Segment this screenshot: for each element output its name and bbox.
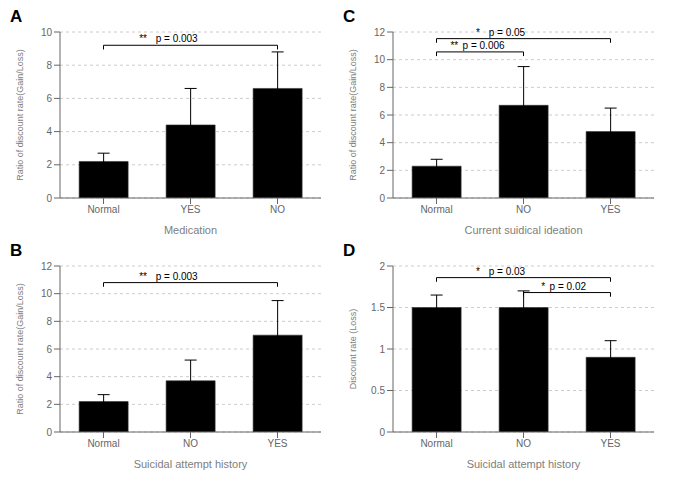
svg-text:2: 2 [46,399,52,410]
svg-text:NO: NO [183,438,198,449]
svg-text:Ratio of discount rate(Gain/Lo: Ratio of discount rate(Gain/Loss) [348,49,358,181]
svg-text:8: 8 [46,60,52,71]
svg-text:p = 0.006: p = 0.006 [463,40,505,51]
html-text:D: D [343,241,356,260]
svg-text:Normal: Normal [87,204,119,215]
svg-text:0: 0 [46,193,52,204]
svg-text:Ratio of discount rate(Gain/Lo: Ratio of discount rate(Gain/Loss) [15,49,25,181]
html-text:C: C [343,7,356,26]
svg-text:4: 4 [46,126,52,137]
svg-text:10: 10 [41,288,53,299]
svg-text:p = 0.02: p = 0.02 [550,281,587,292]
svg-text:Normal: Normal [87,438,119,449]
svg-text:6: 6 [379,110,385,121]
svg-text:4: 4 [46,371,52,382]
svg-text:*: * [541,281,545,292]
svg-text:p = 0.03: p = 0.03 [489,266,526,277]
html-text:A: A [10,7,23,26]
svg-text:12: 12 [374,27,386,38]
svg-text:**: ** [139,271,147,282]
svg-text:p = 0.003: p = 0.003 [156,271,198,282]
svg-text:p = 0.003: p = 0.003 [156,33,198,44]
svg-text:NO: NO [516,438,531,449]
svg-text:1: 1 [379,344,385,355]
svg-text:YES: YES [267,438,287,449]
svg-text:Normal: Normal [420,438,452,449]
svg-text:8: 8 [46,316,52,327]
svg-text:12: 12 [41,261,53,272]
svg-text:YES: YES [600,204,620,215]
svg-text:4: 4 [379,137,385,148]
svg-text:Suicidal attempt history: Suicidal attempt history [134,458,248,470]
svg-text:2: 2 [46,159,52,170]
svg-text:Discount rate (Loss): Discount rate (Loss) [348,309,358,390]
svg-text:0: 0 [379,427,385,438]
svg-text:8: 8 [379,82,385,93]
svg-text:**: ** [450,40,458,51]
svg-text:1.5: 1.5 [371,302,385,313]
svg-text:*: * [476,27,480,38]
svg-text:Medication: Medication [164,224,217,236]
svg-text:**: ** [139,33,147,44]
svg-text:*: * [476,266,480,277]
svg-text:Ratio of discount rate(Gain/Lo: Ratio of discount rate(Gain/Loss) [15,283,25,415]
svg-text:YES: YES [180,204,200,215]
html-text:B: B [10,241,23,260]
svg-text:0: 0 [46,427,52,438]
svg-text:Normal: Normal [420,204,452,215]
svg-text:NO: NO [270,204,285,215]
svg-text:0: 0 [379,193,385,204]
svg-text:2: 2 [379,165,385,176]
svg-text:YES: YES [600,438,620,449]
svg-text:6: 6 [46,344,52,355]
svg-text:6: 6 [46,93,52,104]
svg-text:10: 10 [41,27,53,38]
svg-text:NO: NO [516,204,531,215]
svg-text:Current suidical ideation: Current suidical ideation [464,224,582,236]
svg-text:0.5: 0.5 [371,385,385,396]
svg-text:p = 0.05: p = 0.05 [489,27,526,38]
svg-text:10: 10 [374,54,386,65]
svg-text:Suicidal attempt history: Suicidal attempt history [467,458,581,470]
svg-text:2: 2 [379,261,385,272]
